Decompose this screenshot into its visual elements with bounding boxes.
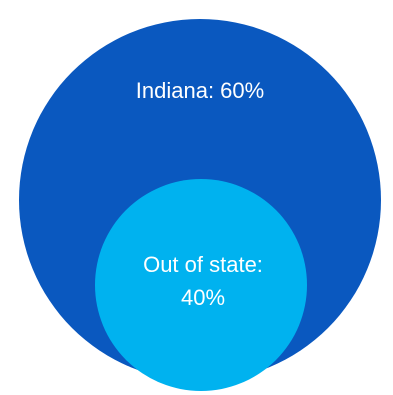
indiana-label: Indiana: 60%: [136, 78, 264, 103]
out-of-state-value: 40%: [181, 285, 225, 310]
inner-circle-out-of-state: [95, 179, 307, 391]
out-of-state-label: Out of state:: [143, 252, 263, 277]
